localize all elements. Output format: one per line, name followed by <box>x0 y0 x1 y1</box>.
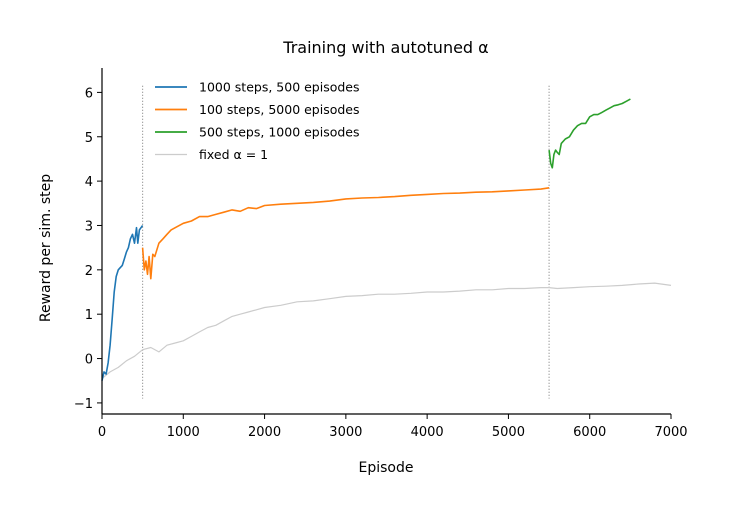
x-tick-label: 4000 <box>411 425 444 440</box>
x-tick-label: 5000 <box>492 425 525 440</box>
y-tick-label: −1 <box>74 397 93 412</box>
plot-lines <box>101 85 672 399</box>
legend-label: 100 steps, 5000 episodes <box>199 102 360 117</box>
y-tick-label: 6 <box>85 86 93 101</box>
y-tick-label: 0 <box>85 353 93 368</box>
chart-title: Training with autotuned α <box>282 38 488 57</box>
legend-label: fixed α = 1 <box>199 147 268 162</box>
legend-label: 500 steps, 1000 episodes <box>199 125 360 140</box>
y-tick-label: 1 <box>85 308 93 323</box>
x-tick-label: 1000 <box>167 425 200 440</box>
x-tick-label: 7000 <box>654 425 687 440</box>
y-tick-label: 4 <box>85 175 93 190</box>
y-axis-label: Reward per sim. step <box>38 174 54 322</box>
x-axis-label: Episode <box>359 460 414 476</box>
series-line <box>101 225 144 381</box>
x-tick-label: 0 <box>98 425 106 440</box>
series-line <box>548 98 631 169</box>
y-tick-label: 3 <box>85 219 93 234</box>
legend-label: 1000 steps, 500 episodes <box>199 80 360 95</box>
x-tick-label: 3000 <box>329 425 362 440</box>
y-tick-label: 2 <box>85 264 93 279</box>
x-tick-label: 6000 <box>573 425 606 440</box>
series-line <box>141 187 550 280</box>
series-line <box>101 282 672 379</box>
axes: 0 1000 2000 3000 4000 5000 6000 7000 −1 0 1 2 3 4 5 6 <box>74 68 688 440</box>
y-tick-label: 5 <box>85 131 93 146</box>
x-tick-label: 2000 <box>248 425 281 440</box>
legend: 1000 steps, 500 episodes 100 steps, 5000 … <box>155 80 360 162</box>
